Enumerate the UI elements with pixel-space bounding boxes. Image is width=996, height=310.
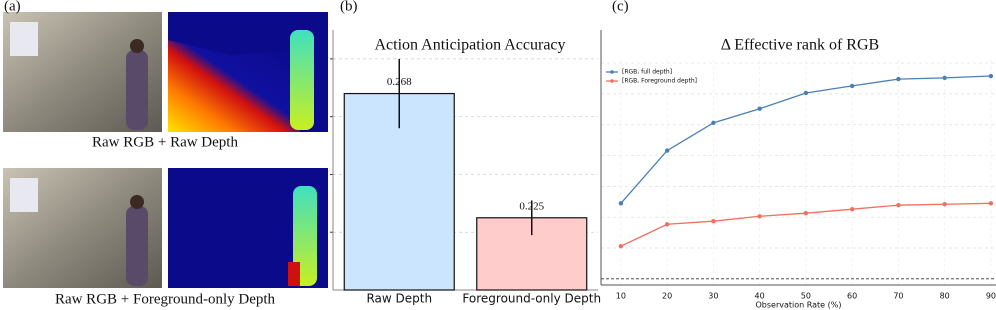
marker bbox=[803, 210, 809, 216]
panel-label: (c) bbox=[612, 0, 629, 14]
marker bbox=[942, 75, 947, 81]
marker bbox=[849, 206, 855, 212]
marker bbox=[664, 148, 670, 153]
rgb-image-top bbox=[3, 12, 162, 132]
rgb-image-bottom bbox=[3, 168, 162, 288]
panel-label: (a) bbox=[4, 0, 21, 14]
x-tick-label: 80 bbox=[940, 292, 950, 301]
legend-label: [RGB, full depth] bbox=[622, 69, 672, 76]
value-label: 0.225 bbox=[519, 200, 544, 212]
x-tick-label: 40 bbox=[755, 292, 765, 301]
chart-title: Action Anticipation Accuracy bbox=[374, 37, 565, 54]
panel-label: (b) bbox=[340, 0, 358, 14]
marker bbox=[711, 120, 716, 126]
marker bbox=[618, 201, 624, 206]
x-tick-label: Foreground-only Depth bbox=[462, 292, 601, 306]
marker bbox=[988, 73, 994, 79]
caption: Raw RGB + Raw Depth bbox=[92, 134, 238, 150]
depth-image-top bbox=[168, 12, 328, 132]
marker bbox=[896, 202, 901, 208]
x-tick-label: 10 bbox=[616, 292, 626, 301]
legend-swatch bbox=[610, 79, 614, 83]
legend-swatch bbox=[610, 70, 614, 74]
x-tick-label: 70 bbox=[893, 292, 903, 301]
value-label: 0.268 bbox=[387, 76, 412, 88]
marker bbox=[988, 201, 994, 206]
marker bbox=[803, 90, 809, 96]
marker bbox=[618, 243, 624, 249]
marker bbox=[711, 218, 716, 224]
marker bbox=[757, 106, 762, 111]
x-tick-label: 20 bbox=[662, 292, 672, 301]
x-tick-label: 50 bbox=[801, 292, 811, 301]
chart-title: Δ Effective rank of RGB bbox=[721, 37, 879, 54]
marker bbox=[849, 83, 855, 89]
depth-image-bottom bbox=[168, 168, 328, 288]
x-tick-label: 30 bbox=[708, 292, 718, 301]
legend-label: [RGB, Foreground depth] bbox=[622, 78, 697, 85]
x-tick-label: Raw Depth bbox=[366, 292, 432, 306]
x-tick-label: 90 bbox=[986, 292, 996, 301]
marker bbox=[757, 214, 762, 219]
marker bbox=[896, 76, 901, 82]
caption: Raw RGB + Foreground-only Depth bbox=[55, 291, 276, 307]
marker bbox=[664, 222, 670, 227]
marker bbox=[942, 202, 947, 207]
x-tick-label: 60 bbox=[847, 292, 857, 301]
x-axis-label: Observation Rate (%) bbox=[756, 301, 842, 310]
